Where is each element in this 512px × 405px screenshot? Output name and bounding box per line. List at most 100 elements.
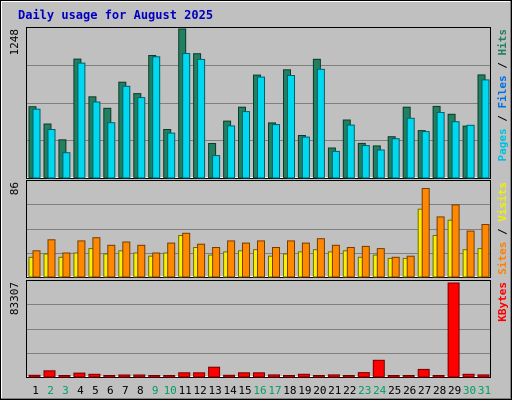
x-tick-label-25: 25 [388, 384, 401, 397]
bar-kbytes-day-5 [88, 373, 101, 378]
x-tick-label-21: 21 [328, 384, 341, 397]
bar-files-day-17 [272, 124, 280, 179]
bar-kbytes-day-18 [283, 375, 295, 378]
bar-kbytes-day-2 [43, 370, 56, 378]
y-max-label: 83307 [8, 282, 21, 315]
bar-kbytes-day-25 [387, 375, 400, 378]
bar-sites-day-5 [92, 237, 101, 278]
bar-sites-day-7 [122, 241, 131, 278]
bar-kbytes-day-6 [103, 375, 116, 378]
bar-files-day-4 [77, 62, 86, 179]
bar-files-day-10 [167, 132, 176, 179]
bar-files-day-11 [182, 53, 191, 179]
x-tick-label-20: 20 [313, 384, 326, 397]
x-tick-label-22: 22 [343, 384, 356, 397]
bar-sites-day-15 [242, 242, 250, 278]
x-tick-label-8: 8 [137, 384, 144, 397]
bar-kbytes-day-9 [148, 375, 161, 378]
legend-entry: Hits [496, 29, 509, 56]
panel-legend: KBytes [496, 282, 509, 322]
bar-kbytes-day-8 [133, 374, 146, 378]
bar-files-day-2 [47, 129, 56, 179]
bar-kbytes-day-19 [297, 373, 310, 378]
bar-sites-day-4 [77, 240, 86, 278]
bar-files-day-19 [301, 136, 310, 179]
x-tick-label-29: 29 [448, 384, 461, 397]
legend-entry: Files [496, 75, 509, 108]
bar-kbytes-day-29 [447, 282, 460, 378]
bar-kbytes-day-16 [253, 372, 265, 378]
bar-sites-day-14 [227, 240, 236, 278]
y-max-label: 86 [8, 182, 21, 195]
bar-sites-day-2 [47, 239, 56, 278]
bar-files-day-15 [242, 111, 250, 179]
bar-sites-day-18 [287, 240, 295, 278]
panel-sites-visits: 86 Sites / Visits [8, 180, 509, 278]
legend-entry: Pages [496, 128, 509, 161]
x-tick-label-19: 19 [298, 384, 311, 397]
x-tick-label-6: 6 [107, 384, 114, 397]
x-tick-label-12: 12 [193, 384, 206, 397]
bar-kbytes-day-31 [477, 374, 490, 378]
x-tick-label-7: 7 [122, 384, 129, 397]
legend-entry: / [496, 109, 509, 129]
bar-files-day-31 [481, 79, 490, 179]
bar-files-day-3 [62, 152, 71, 179]
panel-legend: Sites / Visits [496, 182, 509, 275]
x-tick-label-10: 10 [164, 384, 177, 397]
bar-files-day-29 [451, 121, 460, 179]
bar-sites-day-24 [376, 248, 385, 278]
legend-entry: KBytes [496, 282, 509, 322]
bar-sites-day-31 [481, 224, 490, 278]
bar-kbytes-day-21 [327, 374, 340, 378]
bar-sites-day-20 [316, 238, 325, 278]
bar-sites-day-29 [451, 204, 460, 278]
bar-kbytes-day-4 [73, 372, 86, 378]
bar-files-day-22 [346, 124, 355, 179]
bar-files-day-30 [466, 124, 475, 179]
y-max-label: 1248 [8, 29, 21, 56]
bar-sites-day-9 [152, 252, 161, 278]
bar-sites-day-25 [391, 256, 400, 278]
bar-kbytes-day-23 [357, 372, 370, 378]
bar-sites-day-10 [167, 242, 176, 278]
x-tick-label-3: 3 [62, 384, 69, 397]
panel-kbytes: 83307 KBytes [8, 280, 509, 378]
x-tick-label-27: 27 [418, 384, 431, 397]
bar-files-day-12 [197, 58, 206, 179]
bar-kbytes-day-11 [178, 372, 191, 378]
bar-sites-day-13 [212, 247, 221, 278]
bar-kbytes-day-17 [268, 374, 280, 378]
bar-files-day-13 [212, 155, 221, 179]
bar-files-day-25 [391, 138, 400, 179]
x-tick-label-17: 17 [268, 384, 281, 397]
x-tick-label-14: 14 [223, 384, 237, 397]
x-tick-label-16: 16 [253, 384, 266, 397]
bar-sites-day-28 [436, 216, 445, 278]
x-tick-label-24: 24 [373, 384, 387, 397]
bar-kbytes-day-12 [193, 372, 206, 378]
x-tick-label-31: 31 [478, 384, 491, 397]
bar-sites-day-1 [32, 250, 41, 278]
x-tick-label-26: 26 [403, 384, 416, 397]
x-tick-label-23: 23 [358, 384, 371, 397]
bar-kbytes-day-7 [118, 374, 131, 378]
x-tick-label-28: 28 [433, 384, 446, 397]
x-axis-labels: 1 2 3 4 5 6 7 8 9 10 11 12 13 14 15 16 17 18 19 20 21 22 23 24 2… [32, 384, 491, 397]
bar-kbytes-day-22 [342, 375, 355, 378]
bar-files-day-21 [331, 150, 340, 179]
panel-pages-files-hits: 1248 Pages / Files / Hits [8, 27, 509, 179]
bar-sites-day-12 [197, 243, 206, 278]
bar-files-day-8 [137, 97, 146, 179]
bar-kbytes-day-30 [462, 373, 475, 378]
bar-files-day-6 [107, 122, 116, 179]
bar-sites-day-23 [361, 245, 370, 278]
bar-kbytes-day-27 [417, 368, 430, 378]
chart-title: Daily usage for August 2025 [18, 8, 213, 22]
bar-kbytes-day-28 [432, 375, 445, 378]
bar-sites-day-21 [331, 244, 340, 278]
legend-entry: Visits [496, 182, 509, 222]
x-tick-label-30: 30 [463, 384, 476, 397]
